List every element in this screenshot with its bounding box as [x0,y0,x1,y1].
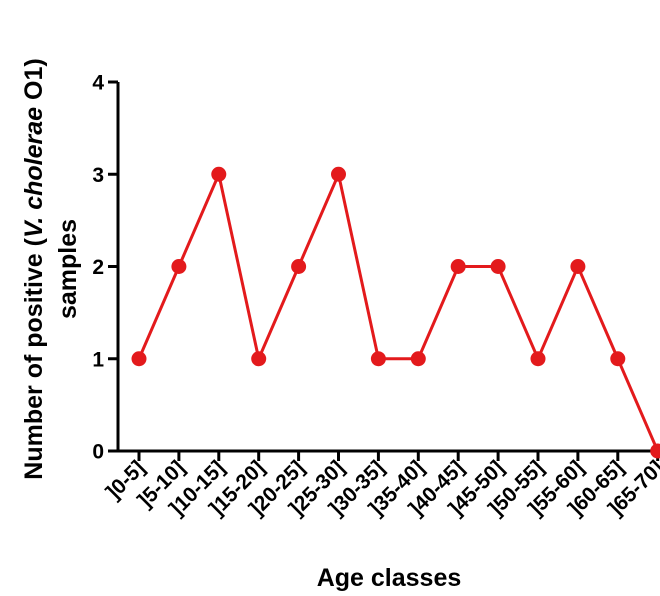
y-tick-label: 2 [92,256,104,279]
data-point [171,259,187,274]
y-axis-title-italic: V. cholerae [20,107,48,238]
y-tick-label: 3 [92,164,104,187]
data-point [610,351,626,367]
data-point [530,351,546,367]
y-axis-title-line1: Number of positive (V. cholerae O1) [20,58,48,479]
y-tick-label: 0 [92,441,104,464]
data-point [211,166,227,182]
y-tick-label: 4 [92,72,104,95]
y-axis-title-prefix: Number of positive ( [20,237,48,479]
y-tick-label: 1 [92,348,104,371]
data-point [570,259,586,274]
x-ticks: ]0-5]]5-10]]10-15]]15-20]]20-25]]25-30]]… [102,451,660,520]
data-point [450,259,466,274]
series-group [131,166,660,459]
data-point [490,259,506,274]
y-axis-title-suffix: O1) [20,58,48,107]
data-point [650,443,660,459]
y-axis-title-line2: samples [54,219,82,319]
y-ticks: 0 1 2 3 4 [92,72,118,464]
data-point [331,166,346,182]
data-point [410,351,426,367]
x-axis-title: Age classes [317,564,462,592]
data-point [131,351,147,367]
series-line [137,169,660,452]
data-point [251,351,267,367]
data-point [291,259,307,274]
data-point [370,351,386,367]
